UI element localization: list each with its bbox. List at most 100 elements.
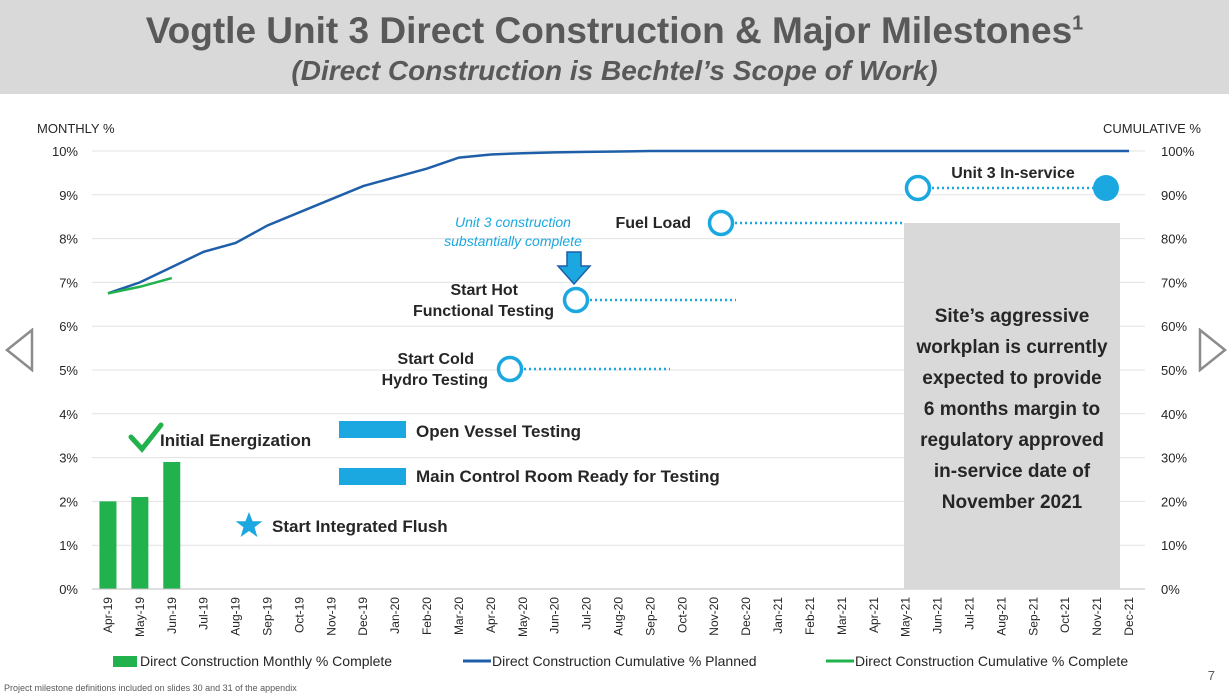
down-arrow-icon [556,251,592,286]
margin-callout: Site’s aggressive workplan is currently ex… [904,223,1120,589]
star-icon [235,512,263,537]
left-tick-label: 8% [59,232,78,247]
left-tick-label: 1% [59,538,78,553]
right-tick-label: 10% [1161,538,1187,553]
monthly-bar [163,461,181,589]
callout-line: Site’s aggressive [935,306,1090,327]
hot-functional-label-line1: Start Hot [450,282,518,299]
title-footnote-marker: 1 [1072,12,1084,35]
x-tick-label: Mar-21 [835,597,849,635]
page-number: 7 [1207,668,1215,683]
monthly-bar [131,497,149,589]
hot-functional-label-line2: Functional Testing [413,303,554,320]
left-tick-label: 3% [59,451,78,466]
x-tick-label: Jun-20 [548,597,562,634]
page-title: Vogtle Unit 3 Direct Construction & Majo… [145,10,1084,51]
legend: Direct Construction Monthly % Complete D… [113,653,1128,669]
x-tick-label: Nov-21 [1090,597,1104,636]
right-axis-label: CUMULATIVE % [1103,121,1201,136]
right-tick-label: 50% [1161,363,1187,378]
right-tick-label: 80% [1161,232,1187,247]
cumulative-planned-line [107,149,1130,295]
main-control-room-bar-icon [339,468,406,485]
x-tick-label: Sep-20 [643,597,657,636]
callout-box [904,223,1120,589]
milestone-fuel-load: Fuel Load [615,209,905,237]
cumulative-lines [107,149,1130,295]
right-tick-label: 20% [1161,494,1187,509]
open-vessel-label: Open Vessel Testing [416,422,581,441]
milestone-initial-energization: Initial Energization [128,422,311,453]
x-tick-label: Dec-19 [356,597,370,636]
x-tick-label: Oct-20 [675,597,689,633]
x-tick-label: Jul-19 [197,597,211,630]
x-tick-label: Oct-21 [1058,597,1072,633]
footnote: Project milestone definitions included o… [4,683,297,693]
left-axis-label: MONTHLY % [37,121,115,136]
right-tick-label: 0% [1161,582,1180,597]
milestone-hot-functional: Start Hot Functional Testing [413,282,736,320]
x-tick-label: Sep-19 [261,597,275,636]
left-tick-label: 0% [59,582,78,597]
left-tick-label: 10% [52,144,78,159]
cumulative-complete-line [107,276,173,295]
milestone-integrated-flush: Start Integrated Flush [235,512,448,537]
x-tick-label: Nov-20 [707,597,721,636]
callout-line: November 2021 [942,492,1083,513]
milestone-circle-icon [496,355,524,383]
callout-line: workplan is currently [915,337,1108,358]
milestone-substantially-complete: Unit 3 construction substantially comple… [444,214,592,286]
milestone-in-service: Unit 3 In-service [904,165,1119,202]
open-vessel-bar-icon [339,421,406,438]
milestone-open-vessel: Open Vessel Testing [339,421,581,441]
x-tick-label: Jul-21 [963,597,977,630]
x-tick-label: May-19 [133,597,147,637]
x-tick-label: Feb-20 [420,597,434,635]
right-tick-label: 100% [1161,144,1195,159]
in-service-filled-circle-icon [1093,175,1119,201]
cold-hydro-label-line1: Start Cold [398,351,474,368]
milestone-main-control-room: Main Control Room Ready for Testing [339,467,720,486]
x-tick-label: May-20 [516,597,530,637]
substantially-complete-line2: substantially complete [444,233,582,249]
previous-slide-arrow-icon[interactable] [4,328,36,372]
left-tick-label: 4% [59,407,78,422]
left-tick-label: 5% [59,363,78,378]
legend-complete-label: Direct Construction Cumulative % Complet… [855,653,1128,669]
left-tick-label: 7% [59,275,78,290]
right-tick-label: 60% [1161,319,1187,334]
monthly-bar [99,501,117,589]
x-tick-label: Mar-20 [452,597,466,635]
x-tick-label: Apr-20 [484,597,498,633]
x-tick-label: Oct-19 [292,597,306,633]
x-tick-label: Jan-20 [388,597,402,634]
callout-line: 6 months margin to [924,399,1100,420]
x-tick-label: Feb-21 [803,597,817,635]
x-tick-label: Aug-21 [994,597,1008,636]
initial-energization-label: Initial Energization [160,431,311,450]
next-slide-arrow-icon[interactable] [1196,328,1228,372]
right-tick-label: 90% [1161,188,1187,203]
milestone-circle-icon [707,209,735,237]
x-tick-label: Jun-21 [931,597,945,634]
callout-line: in-service date of [934,461,1091,482]
x-tick-labels: Apr-19 May-19 Jun-19 Jul-19 Aug-19 Sep-19 Oct-… [101,597,1136,637]
left-tick-label: 2% [59,494,78,509]
x-tick-label: Jan-21 [771,597,785,634]
x-tick-label: Jul-20 [580,597,594,630]
legend-monthly-swatch [113,656,137,667]
milestone-circle-icon [904,174,932,202]
main-control-room-label: Main Control Room Ready for Testing [416,467,720,486]
page-subtitle: (Direct Construction is Bechtel’s Scope … [291,55,938,86]
x-tick-label: Sep-21 [1026,597,1040,636]
x-tick-label: Apr-19 [101,597,115,633]
legend-monthly-label: Direct Construction Monthly % Complete [140,653,392,669]
checkmark-icon [128,422,164,453]
fuel-load-label: Fuel Load [615,215,691,232]
monthly-bars [99,461,181,589]
legend-planned-label: Direct Construction Cumulative % Planned [492,653,757,669]
axes: 0% 1% 2% 3% 4% 5% 6% 7% 8% 9% 10% 0% 10% 20% 30% 40% 50%… [52,144,1195,597]
x-tick-label: Dec-20 [739,597,753,636]
integrated-flush-label: Start Integrated Flush [272,517,448,536]
